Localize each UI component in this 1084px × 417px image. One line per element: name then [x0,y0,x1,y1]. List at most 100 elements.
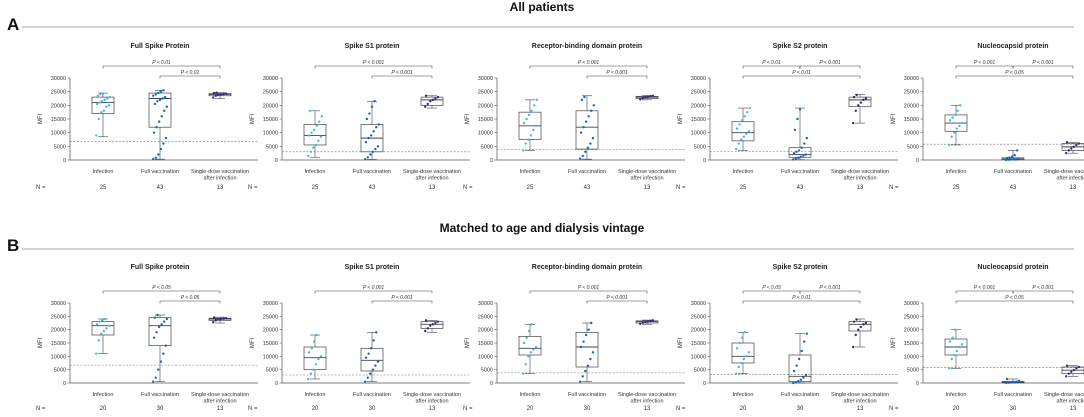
data-point [735,127,739,130]
y-tick-label: 5000 [481,368,493,374]
data-point [792,369,796,373]
data-point [157,325,161,329]
n-count: 13 [1070,406,1077,412]
n-count: 43 [369,185,376,191]
data-point [212,91,216,95]
data-point [532,128,535,132]
data-point [649,95,652,98]
data-point [163,95,167,99]
data-point [581,375,584,378]
data-point [429,324,432,327]
y-tick-label: 10000 [51,131,66,137]
data-point [219,93,223,96]
data-point [857,328,860,331]
data-point [854,109,857,113]
data-point [222,92,225,96]
y-tick-label: 20000 [478,103,493,109]
n-count: 25 [740,185,747,191]
n-count: 13 [217,406,224,412]
data-point [163,320,166,323]
data-point [154,93,157,96]
category-label: after infection [843,399,876,405]
sig-label: P < 0.001 [391,70,413,76]
data-point [587,115,590,118]
data-point [584,369,587,373]
data-point [319,135,323,138]
data-point [803,340,806,343]
y-tick-label: 10000 [51,354,66,360]
box [788,147,812,158]
data-point [162,142,165,145]
data-point [743,331,746,334]
data-point [369,347,373,350]
data-point [375,126,378,129]
sig-label: P < 0.001 [819,285,841,291]
y-tick-label: 0 [916,158,919,164]
data-point [794,381,797,384]
data-point [1010,381,1013,384]
data-point [95,323,99,326]
data-point [424,105,427,108]
n-label: N = [248,406,258,412]
data-point [376,360,380,363]
box [575,110,599,150]
data-point [529,351,533,354]
category-label: Full vaccination [141,169,179,175]
data-point [639,322,642,325]
y-tick-label: 20000 [478,328,493,334]
data-point [803,142,806,145]
sig-label: P < 0.001 [974,285,996,291]
data-point [748,106,751,110]
y-tick-label: 5000 [694,368,706,374]
data-point [745,355,748,358]
category-label: Infection [520,392,541,398]
box [848,96,872,108]
category-label: Single-dose vaccination [1044,169,1084,175]
data-point [852,121,855,125]
data-point [424,319,428,322]
data-point [958,124,961,128]
data-point [156,100,159,103]
data-point [1012,157,1016,161]
box [731,342,755,364]
data-point [1008,156,1011,159]
data-point [162,89,165,92]
box [731,121,755,142]
data-point [1070,147,1073,150]
n-count: 13 [857,185,864,191]
n-count: 13 [1070,185,1077,191]
data-point [1017,379,1021,383]
box [360,347,384,372]
data-point [950,357,953,361]
data-point [100,319,104,322]
data-point [584,120,588,123]
data-point [950,135,953,138]
y-axis-label: MFI [38,338,44,349]
n-count: 20 [740,406,747,412]
data-point [314,143,318,147]
data-point [589,142,592,145]
data-point [164,344,168,347]
data-point [98,101,101,104]
data-point [587,328,590,331]
data-point [426,327,429,330]
data-point [307,377,310,381]
y-axis-label: MFI [465,338,471,349]
data-point [1075,367,1078,370]
category-label: Infection [305,169,326,175]
y-tick-label: 30000 [691,76,706,82]
data-point [581,154,584,158]
y-tick-label: 20000 [904,328,919,334]
data-point [1007,158,1010,161]
category-label: after infection [203,176,236,182]
data-point [805,136,808,140]
data-point [364,141,368,144]
data-point [217,318,220,321]
data-point [960,121,964,125]
data-point [953,328,957,331]
data-point [1065,141,1069,144]
y-tick-label: 25000 [51,314,66,320]
data-point [525,336,528,339]
category-label: after infection [415,399,448,405]
